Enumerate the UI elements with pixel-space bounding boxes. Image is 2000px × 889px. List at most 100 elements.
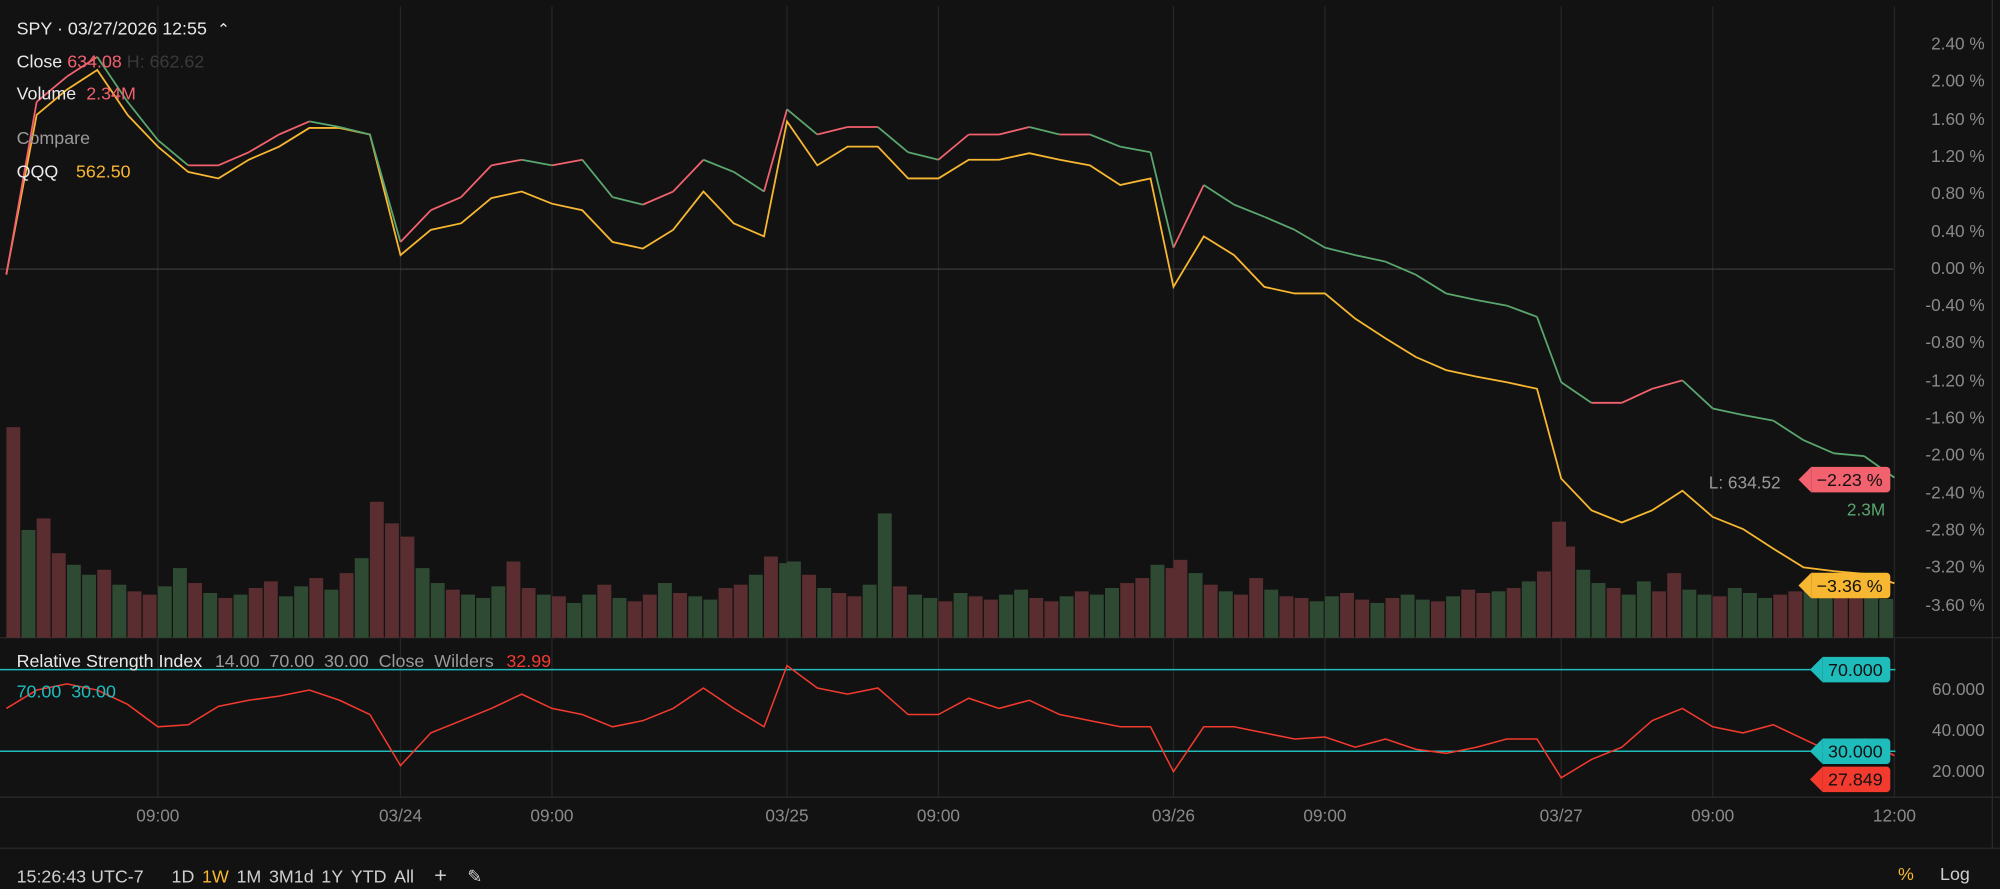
volume-bar [1758, 597, 1773, 638]
spy-line-segment [218, 151, 250, 167]
spy-line-segment [1476, 299, 1507, 307]
volume-bar [658, 583, 672, 638]
price-axis-label: -3.20 % [1925, 557, 1985, 577]
volume-bar [66, 564, 81, 638]
time-axis-label: 03/26 [1151, 806, 1196, 826]
volume-bar [1667, 573, 1682, 638]
compare-label[interactable]: Compare [16, 127, 91, 148]
volume-bar [688, 596, 703, 638]
log-toggle[interactable]: Log [1940, 863, 1970, 884]
volume-bar [1697, 594, 1712, 638]
range-button-1d[interactable]: 1D [171, 866, 195, 887]
spy-line-segment [36, 75, 68, 103]
volume-bar [1324, 596, 1339, 638]
spy-line-segment [786, 108, 818, 136]
spy-line-segment [521, 158, 553, 167]
spy-line-segment [877, 126, 909, 153]
time-axis-label: 03/24 [378, 806, 423, 826]
volume-bar [430, 583, 445, 638]
symbol-header[interactable]: SPY · 03/27/2026 12:55 ⌃ [17, 18, 230, 38]
volume-bar [1029, 597, 1044, 638]
volume-bar [893, 586, 907, 638]
volume-bar [6, 427, 21, 638]
volume-bar [461, 594, 475, 638]
time-axis-label: 09:00 [1691, 806, 1735, 826]
volume-bar [1089, 594, 1104, 638]
spy-line-segment [1681, 379, 1714, 410]
volume-bar [1621, 594, 1636, 638]
spy-line-segment [369, 134, 402, 243]
spy-line-segment [399, 209, 432, 243]
rsi-axis-label: 20.000 [1932, 761, 1985, 781]
volume-bar [36, 518, 51, 638]
spy-line-segment [1029, 126, 1060, 136]
spy-line-segment [66, 56, 98, 78]
volume-bar [748, 574, 763, 638]
volume-last-label: 2.3M [1846, 499, 1886, 520]
spy-line-segment [551, 158, 583, 167]
high-value-faded: H: 662.62 [126, 51, 205, 72]
volume-bar [309, 578, 324, 638]
volume-bar [1218, 591, 1233, 638]
volume-bar [703, 599, 718, 638]
price-axis-label: 0.80 % [1931, 183, 1985, 204]
volume-bar [968, 596, 983, 638]
pencil-icon[interactable]: ✎ [467, 866, 483, 887]
volume-bar [1606, 588, 1621, 638]
volume-bar [1682, 589, 1697, 638]
volume-bar [112, 584, 127, 638]
volume-bar [1415, 599, 1430, 638]
spy-line-segment [1263, 215, 1295, 231]
price-axis-label: 2.40 % [1931, 34, 1985, 54]
price-axis-label: -0.80 % [1925, 333, 1985, 353]
volume-bar [385, 523, 399, 638]
volume-bar [1773, 594, 1788, 638]
price-axis-label: -2.40 % [1925, 482, 1985, 503]
volume-bar [1446, 596, 1460, 638]
rsi-upper-tag: 70.000 [1810, 656, 1891, 683]
volume-bar [923, 597, 938, 638]
volume-bar [248, 588, 263, 638]
spy-line-segment [1742, 414, 1774, 422]
volume-bar [491, 586, 506, 638]
volume-bar [339, 573, 354, 638]
range-button-all[interactable]: All [394, 866, 415, 887]
volume-bar [983, 599, 998, 638]
time-axis-label: 09:00 [530, 806, 574, 826]
volume-bar [802, 574, 817, 638]
volume-bar [400, 536, 415, 638]
spy-line-segment [1415, 273, 1447, 295]
spy-line-segment [1294, 229, 1326, 249]
volume-bar [1203, 584, 1218, 638]
plus-icon[interactable]: + [434, 863, 447, 888]
rsi-legend[interactable]: Relative Strength Index 14.00 70.00 30.0… [17, 651, 551, 671]
spy-line-segment [672, 159, 705, 193]
volume-bar [551, 596, 566, 638]
chevron-up-icon[interactable]: ⌃ [216, 20, 230, 39]
volume-bar [1576, 569, 1591, 638]
volume-bar [673, 592, 688, 638]
volume-bar [597, 584, 612, 638]
volume-bar [476, 597, 491, 638]
spy-line-segment [1536, 316, 1563, 383]
volume-bar [82, 574, 96, 638]
range-button-1m[interactable]: 1M [236, 866, 262, 887]
range-button-ytd[interactable]: YTD [350, 866, 387, 887]
range-button-1y[interactable]: 1Y [321, 866, 344, 887]
volume-bar [1818, 592, 1833, 638]
spy-line-segment [5, 101, 38, 275]
rsi-axis-label: 40.000 [1932, 720, 1985, 740]
spy-percent-tag: −2.23 % [1798, 466, 1891, 493]
range-button-3m1d[interactable]: 3M1d [268, 866, 314, 887]
spy-line-segment [96, 56, 129, 103]
rsi-bands-legend: 70.00 30.00 [16, 681, 116, 702]
percent-toggle[interactable]: % [1897, 863, 1914, 884]
volume-bar [567, 602, 581, 638]
compare-row[interactable]: QQQ 562.50 [17, 161, 131, 181]
spy-line-segment [126, 101, 159, 141]
spy-line-segment [642, 190, 674, 206]
range-button-1w[interactable]: 1W [202, 866, 229, 887]
volume-bar [1120, 583, 1135, 638]
